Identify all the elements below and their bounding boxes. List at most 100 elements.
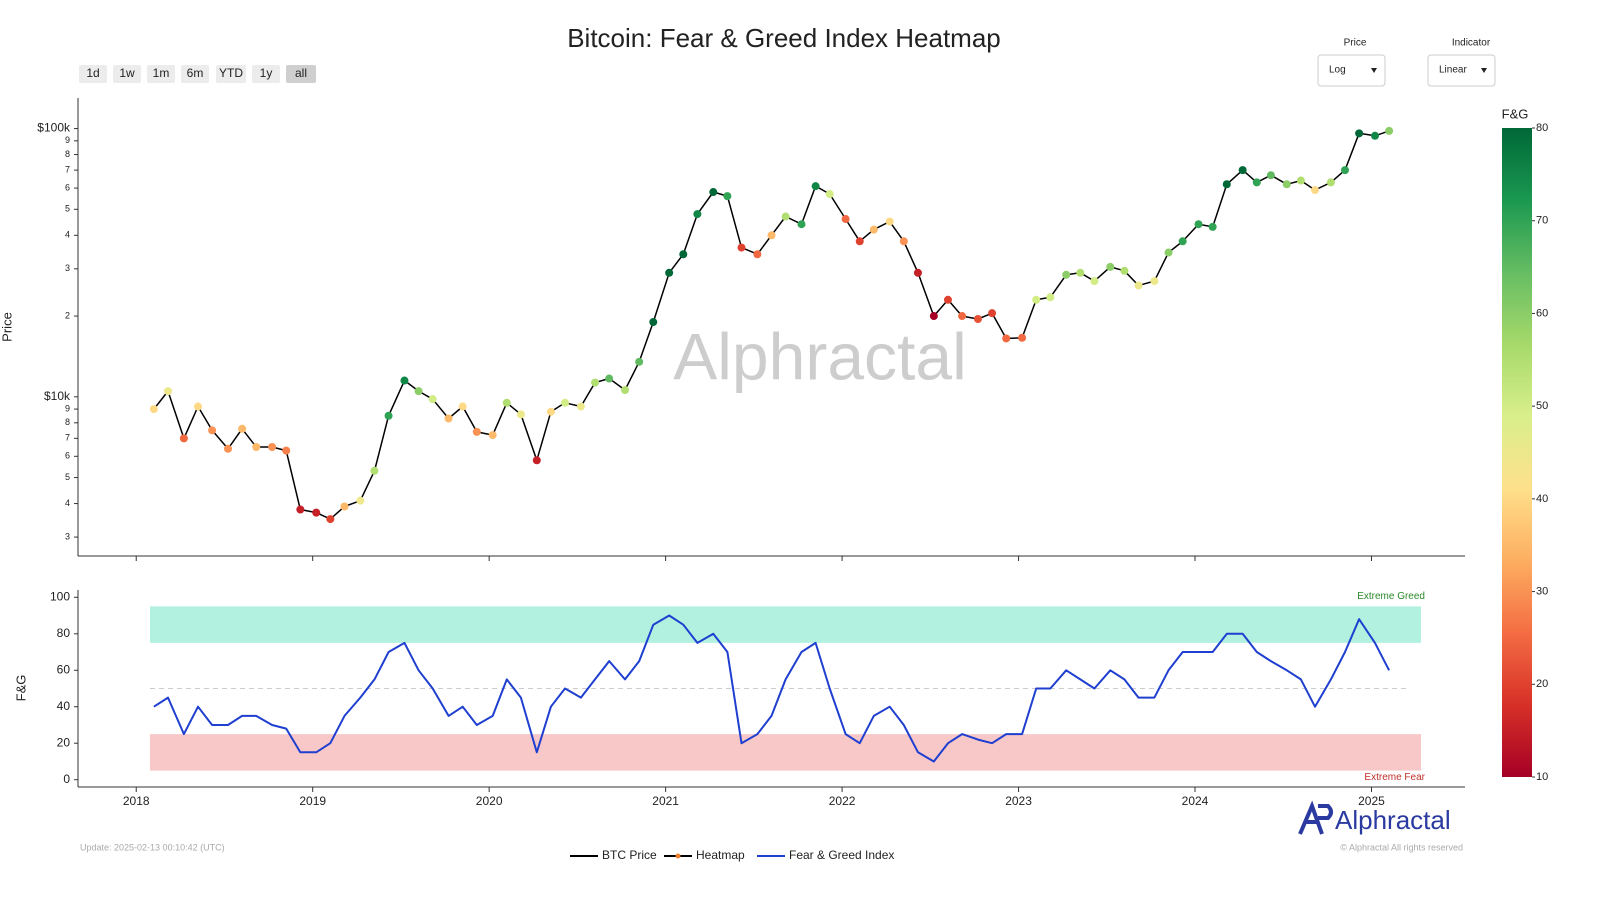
dropdown[interactable]: [1317, 54, 1386, 87]
range-button-label[interactable]: 6m: [187, 66, 204, 80]
heatmap-point: [737, 243, 746, 252]
heatmap-point: [1371, 131, 1380, 140]
heatmap-point: [605, 374, 614, 383]
range-button[interactable]: [216, 65, 246, 83]
range-button-label[interactable]: all: [295, 66, 307, 80]
heatmap-point: [1385, 126, 1394, 135]
heatmap-point: [1134, 281, 1143, 290]
heatmap-point: [811, 182, 820, 191]
heatmap-point: [1238, 166, 1247, 175]
heatmap-point: [899, 237, 908, 246]
heatmap-point: [326, 515, 335, 524]
y-tick-label: 0: [63, 772, 70, 786]
heatmap-point: [296, 505, 305, 514]
range-button-label[interactable]: 1d: [86, 66, 99, 80]
band: [150, 606, 1421, 643]
colorbar-tick-label: 20: [1536, 678, 1548, 690]
heatmap-point: [472, 427, 481, 436]
dropdown[interactable]: [1427, 54, 1496, 87]
heatmap-point: [591, 378, 600, 387]
heatmap-point: [767, 231, 776, 240]
heatmap-point: [149, 405, 158, 414]
y-tick-label: 100: [50, 589, 70, 603]
brand-icon: [1298, 800, 1333, 835]
heatmap-point: [1076, 268, 1085, 277]
y-tick-label: 5: [65, 204, 70, 214]
x-tick-label: 2023: [1005, 794, 1032, 808]
range-button-label[interactable]: 1w: [119, 66, 135, 80]
heatmap-point: [723, 192, 732, 201]
heatmap-point: [649, 318, 658, 327]
heatmap-point: [384, 411, 393, 420]
heatmap-point: [869, 225, 878, 234]
heatmap-point: [268, 442, 277, 451]
heatmap-point: [516, 410, 525, 419]
x-tick-label: 2022: [829, 794, 856, 808]
heatmap-point: [825, 190, 834, 199]
heatmap-point: [1326, 178, 1335, 187]
dropdown-arrow[interactable]: [1481, 68, 1487, 73]
x-tick-label: 2021: [652, 794, 679, 808]
heatmap-point: [1018, 333, 1027, 342]
range-button[interactable]: [113, 65, 141, 83]
x-tick-label: 2024: [1182, 794, 1209, 808]
heatmap-point: [1120, 266, 1129, 275]
heatmap-point: [841, 215, 850, 224]
y-tick-label: $10k: [44, 389, 71, 403]
heatmap-point: [163, 387, 172, 396]
range-button-label[interactable]: 1y: [260, 66, 273, 80]
heatmap-point: [1164, 248, 1173, 257]
range-button[interactable]: [181, 65, 209, 83]
band-label: Extreme Greed: [1357, 591, 1425, 602]
heatmap-point: [414, 387, 423, 396]
heatmap-point: [943, 295, 952, 304]
range-button[interactable]: [79, 65, 107, 83]
range-button-label[interactable]: YTD: [219, 66, 243, 80]
range-button[interactable]: [286, 65, 316, 83]
heatmap-point: [1150, 277, 1159, 286]
y-tick-label: 6: [65, 451, 70, 461]
legend-label: BTC Price: [602, 848, 657, 862]
y-tick-label: 20: [57, 735, 71, 749]
y-tick-label: 60: [57, 662, 71, 676]
heatmap-point: [1355, 129, 1364, 138]
heatmap-point: [223, 444, 232, 453]
range-button-label[interactable]: 1m: [153, 66, 170, 80]
update-time: Update: 2025-02-13 00:10:42 (UTC): [80, 842, 225, 852]
y-tick-label: $100k: [37, 121, 71, 135]
heatmap-point: [282, 446, 291, 455]
y-tick-label: 5: [65, 472, 70, 482]
heatmap-point: [532, 456, 541, 465]
colorbar-tick-label: 80: [1536, 122, 1548, 134]
dropdown-arrow[interactable]: [1371, 68, 1377, 73]
y-tick-label: 7: [65, 164, 70, 174]
heatmap-point: [546, 407, 555, 416]
heatmap-point: [958, 312, 967, 321]
heatmap-point: [988, 309, 997, 318]
y-tick-label: 3: [65, 263, 70, 273]
heatmap-point: [679, 250, 688, 259]
heatmap-point: [1282, 180, 1291, 189]
x-tick-label: 2020: [476, 794, 503, 808]
range-button[interactable]: [147, 65, 175, 83]
legend-label: Fear & Greed Index: [789, 848, 894, 862]
heatmap-point: [179, 434, 188, 443]
y-tick-label: 8: [65, 149, 70, 159]
heatmap-point: [1106, 262, 1115, 271]
heatmap-point: [400, 376, 409, 385]
dropdown-value[interactable]: Log: [1329, 65, 1346, 76]
heatmap-point: [1032, 295, 1041, 304]
heatmap-point: [913, 268, 922, 277]
dropdown-value[interactable]: Linear: [1439, 65, 1467, 76]
control-label: Price: [1344, 38, 1367, 49]
heatmap-point: [312, 508, 321, 517]
heatmap-point: [193, 402, 202, 411]
y-tick-label: 8: [65, 417, 70, 427]
range-button[interactable]: [252, 65, 280, 83]
heatmap-point: [1046, 293, 1055, 302]
heatmap-point: [576, 402, 585, 411]
heatmap-point: [621, 386, 630, 395]
heatmap-point: [1311, 186, 1320, 195]
heatmap-point: [208, 426, 217, 435]
